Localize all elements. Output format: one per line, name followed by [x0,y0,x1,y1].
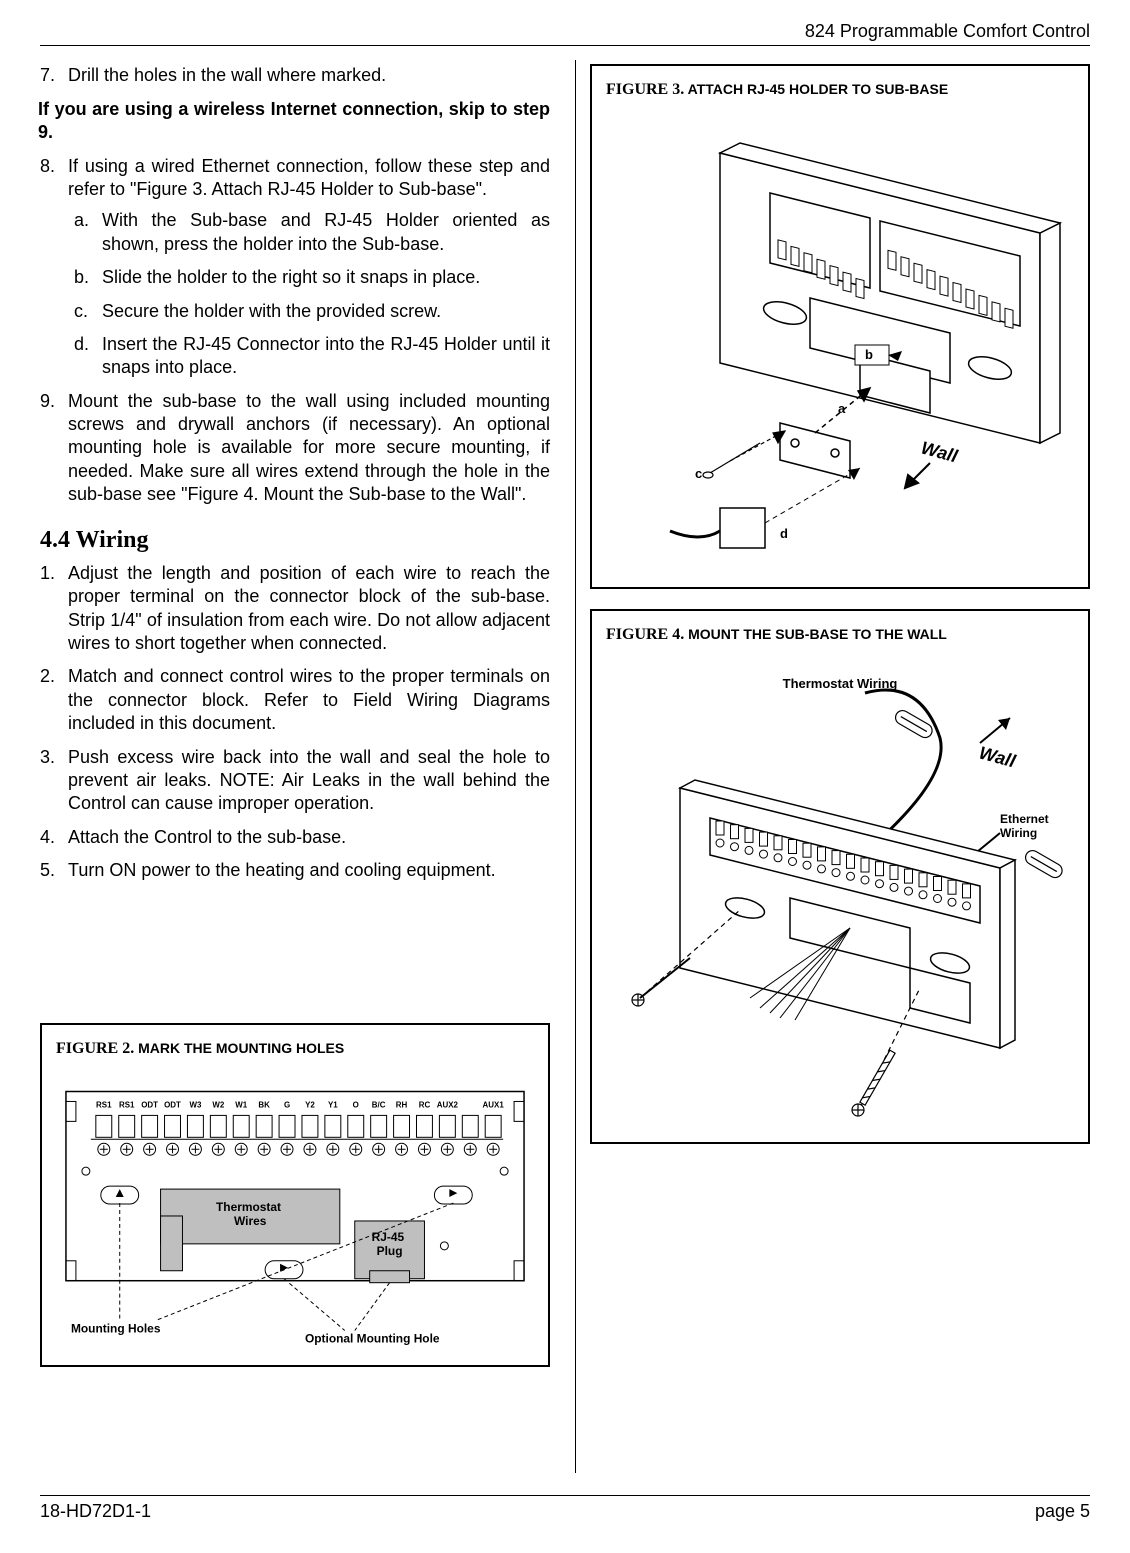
page-footer: 18-HD72D1-1 page 5 [40,1495,1090,1523]
figure-4: FIGURE 4. MOUNT THE SUB-BASE TO THE WALL… [590,609,1090,1144]
svg-text:AUX2: AUX2 [437,1101,459,1110]
fig3-wall: Wall [919,438,961,467]
step-8b: b.Slide the holder to the right so it sn… [102,266,550,289]
fig2-rj45-l2: Plug [377,1244,403,1258]
page-header: 824 Programmable Comfort Control [40,20,1090,46]
svg-text:BK: BK [258,1101,270,1110]
footer-page: page 5 [1035,1500,1090,1523]
svg-text:ODT: ODT [164,1101,181,1110]
fig3-b: b [865,347,873,362]
svg-text:O: O [353,1101,359,1110]
footer-doc-id: 18-HD72D1-1 [40,1500,151,1523]
fig4-eth2: Wiring [1000,826,1037,840]
svg-text:ODT: ODT [141,1101,158,1110]
wiring-steps: 1.Adjust the length and position of each… [40,562,550,883]
install-steps-cont: 8.If using a wired Ethernet connection, … [40,155,550,507]
step-8a: a.With the Sub-base and RJ-45 Holder ori… [102,209,550,256]
wiring-1: 1.Adjust the length and position of each… [68,562,550,656]
step-7: 7.Drill the holes in the wall where mark… [68,64,550,87]
figure-2: FIGURE 2. MARK THE MOUNTING HOLES RS1RS1… [40,1023,550,1368]
fig2-opt-mount-label: Optional Mounting Hole [305,1332,440,1346]
column-divider [575,60,576,1473]
wireless-note: If you are using a wireless Internet con… [38,98,550,145]
figure-2-title: FIGURE 2. MARK THE MOUNTING HOLES [56,1039,534,1060]
fig4-wall: Wall [977,743,1019,772]
svg-text:RH: RH [396,1101,408,1110]
wiring-5: 5.Turn ON power to the heating and cooli… [68,859,550,882]
svg-text:RS1: RS1 [96,1101,112,1110]
header-title: 824 Programmable Comfort Control [805,21,1090,41]
svg-text:G: G [284,1101,290,1110]
svg-text:Y2: Y2 [305,1101,315,1110]
svg-text:RC: RC [419,1101,431,1110]
wiring-4: 4.Attach the Control to the sub-base. [68,826,550,849]
fig2-rj45-l1: RJ-45 [372,1230,405,1244]
step-8c: c.Secure the holder with the provided sc… [102,300,550,323]
wiring-2: 2.Match and connect control wires to the… [68,665,550,735]
right-column: FIGURE 3. ATTACH RJ-45 HOLDER TO SUB-BAS… [590,64,1090,1387]
svg-text:W3: W3 [189,1101,202,1110]
fig4-eth1: Ethernet [1000,812,1049,826]
fig3-d: d [780,526,788,541]
figure-3-title: FIGURE 3. ATTACH RJ-45 HOLDER TO SUB-BAS… [606,80,1074,101]
fig3-a: a [838,401,846,416]
figure-2-diagram: RS1 RS1 ODT ODT W3 W2 W1 BK G Y2 Y1 O B/C RH RC AUX2 AUX… [56,1071,534,1351]
svg-text:B/C: B/C [372,1101,386,1110]
install-steps: 7.Drill the holes in the wall where mark… [40,64,550,87]
step-8-sub: a.With the Sub-base and RJ-45 Holder ori… [68,209,550,379]
fig2-mount-label: Mounting Holes [71,1322,161,1336]
figure-3-diagram: b a [606,113,1074,573]
fig2-thermo-l1: Thermostat [216,1200,281,1214]
content-columns: 7.Drill the holes in the wall where mark… [40,64,1090,1387]
fig2-thermo-l2: Wires [234,1214,267,1228]
step-9: 9.Mount the sub-base to the wall using i… [68,390,550,507]
left-column: 7.Drill the holes in the wall where mark… [40,64,550,1387]
figure-3: FIGURE 3. ATTACH RJ-45 HOLDER TO SUB-BAS… [590,64,1090,589]
svg-text:AUX1: AUX1 [483,1101,505,1110]
svg-text:W2: W2 [212,1101,225,1110]
svg-text:RS1: RS1 [119,1101,135,1110]
svg-text:Y1: Y1 [328,1101,338,1110]
section-wiring-title: 4.4 Wiring [40,525,550,556]
svg-text:Ethernet Wiring: Ethernet Wiring [1000,812,1052,840]
step-8d: d.Insert the RJ-45 Connector into the RJ… [102,333,550,380]
wiring-3: 3.Push excess wire back into the wall an… [68,746,550,816]
fig3-c: c [695,466,702,481]
step-8: 8.If using a wired Ethernet connection, … [68,155,550,380]
figure-4-title: FIGURE 4. MOUNT THE SUB-BASE TO THE WALL [606,625,1074,646]
svg-text:RJ-45 Plug: RJ-45 Plug [372,1230,408,1258]
svg-text:W1: W1 [235,1101,248,1110]
figure-4-diagram: Thermostat Wiring Wall Ethernet Wiring [606,658,1074,1128]
